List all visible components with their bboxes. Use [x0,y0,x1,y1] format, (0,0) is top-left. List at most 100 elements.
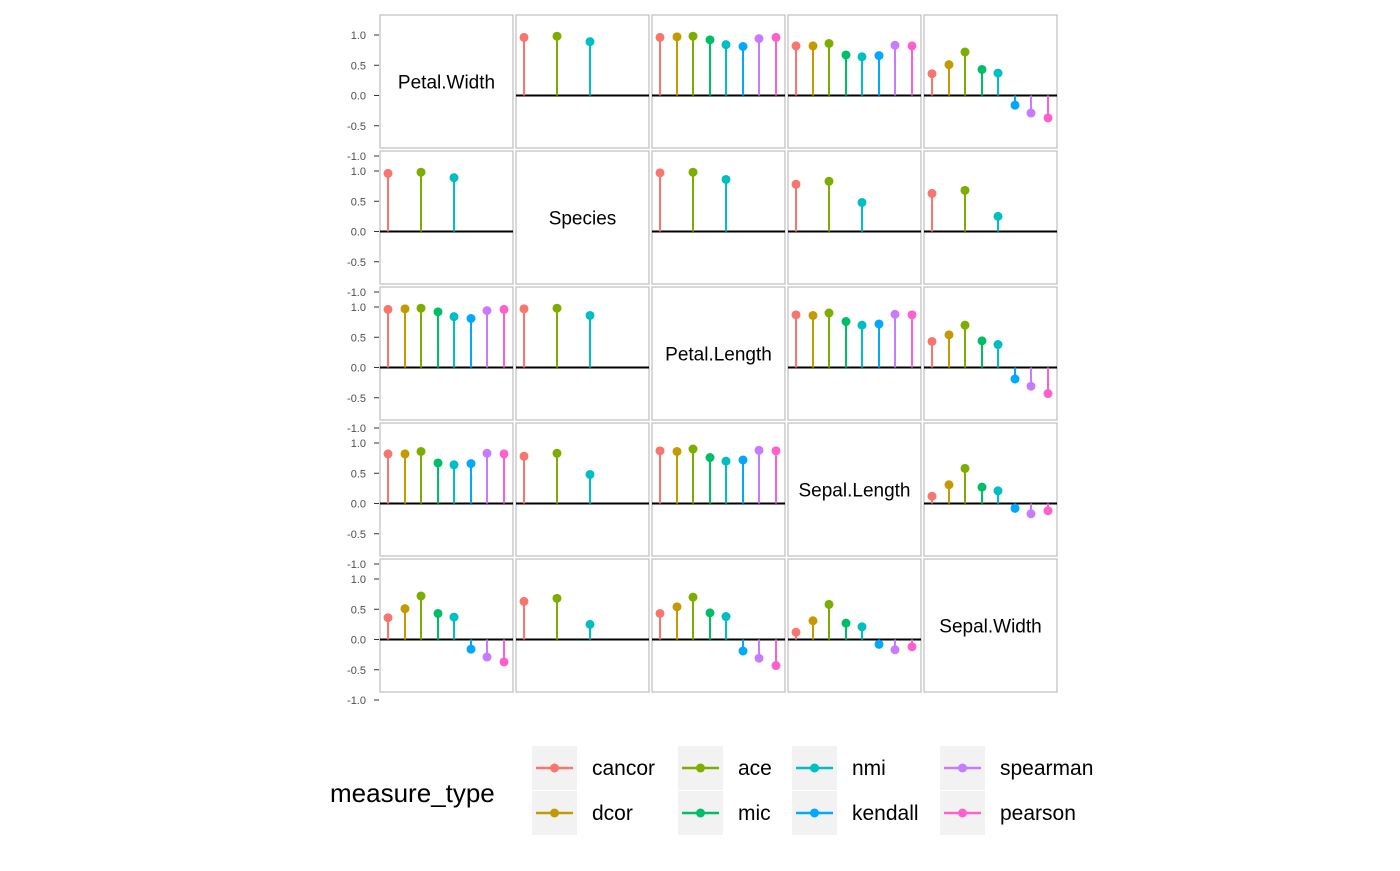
point-kendall [874,639,884,649]
point-nmi [993,211,1003,221]
point-nmi [449,612,459,622]
diagonal-label: Species [549,209,617,230]
panel-sepal-length-petal-length [651,422,786,557]
point-spearman [482,448,492,458]
point-dcor [944,330,954,340]
panel-border [923,150,1058,285]
point-ace [960,47,970,57]
point-nmi [585,310,595,320]
point-cancor [927,69,937,79]
point-dcor [808,41,818,51]
point-dcor [672,602,682,612]
point-spearman [1026,108,1036,118]
point-pearson [1043,506,1053,516]
point-dcor [400,449,410,459]
point-spearman [482,306,492,316]
panel-sepal-width-sepal-length [787,558,922,693]
panel-border [787,286,922,421]
y-tick-label: 1.0 [351,30,366,42]
y-tick-label: 0.0 [351,499,366,511]
y-tick-label: -0.5 [347,121,366,133]
legend-key-point-kendall [810,808,819,818]
legend-label-dcor: dcor [592,802,633,825]
panel-species-petal-width [379,150,514,285]
y-tick-label: 0.5 [351,196,366,208]
point-ace [552,593,562,603]
legend-label-pearson: pearson [1000,802,1076,825]
point-kendall [466,313,476,323]
panel-border [515,14,650,149]
panel-border [651,422,786,557]
point-spearman [754,653,764,663]
panel-petal-length-sepal-length [787,286,922,421]
point-cancor [791,310,801,320]
point-pearson [907,310,917,320]
point-dcor [672,32,682,42]
point-dcor [672,446,682,456]
point-nmi [721,40,731,50]
y-tick-label: -0.5 [347,665,366,677]
point-nmi [721,174,731,184]
point-pearson [771,446,781,456]
point-kendall [1010,374,1020,384]
panel-border [923,422,1058,557]
panel-border [923,14,1058,149]
point-mic [705,608,715,618]
panel-sepal-length-sepal-width [923,422,1058,557]
point-nmi [449,312,459,322]
point-cancor [791,179,801,189]
point-cancor [383,304,393,314]
point-cancor [927,491,937,501]
point-nmi [449,173,459,183]
point-mic [433,458,443,468]
panel-petal-length-petal-length: Petal.Length [651,286,786,421]
panel-border [515,558,650,693]
y-tick-label: 1.0 [351,574,366,586]
panel-petal-width-petal-length [651,14,786,149]
point-kendall [466,644,476,654]
panel-sepal-width-petal-length [651,558,786,693]
point-cancor [383,613,393,623]
y-tick-label: -1.0 [347,151,366,163]
legend-label-ace: ace [738,757,772,780]
point-mic [705,35,715,45]
panel-petal-length-petal-width [379,286,514,421]
panel-border [787,14,922,149]
point-spearman [1026,381,1036,391]
y-axis-row-2: 1.0 0.5 0.0 -0.5 -1.0 [347,166,379,299]
point-cancor [791,41,801,51]
panel-border [923,286,1058,421]
point-kendall [738,646,748,656]
point-nmi [585,469,595,479]
point-spearman [754,34,764,44]
panel-species-sepal-width [923,150,1058,285]
point-mic [433,608,443,618]
y-tick-label: 1.0 [351,438,366,450]
y-tick-label: 0.5 [351,604,366,616]
panel-species-sepal-length [787,150,922,285]
point-ace [552,31,562,41]
point-mic [841,618,851,628]
point-mic [433,307,443,317]
y-tick-label: 0.0 [351,227,366,239]
panel-petal-width-sepal-length [787,14,922,149]
y-tick-label: 0.5 [351,332,366,344]
point-ace [824,176,834,186]
point-kendall [738,41,748,51]
point-cancor [655,446,665,456]
point-spearman [890,645,900,655]
panel-border [379,286,514,421]
panel-sepal-length-petal-width [379,422,514,557]
point-nmi [993,340,1003,350]
point-cancor [519,451,529,461]
point-ace [416,591,426,601]
point-mic [977,64,987,74]
point-mic [841,317,851,327]
panel-sepal-length-sepal-length: Sepal.Length [787,422,922,557]
point-cancor [519,596,529,606]
panel-sepal-length-species [515,422,650,557]
point-ace [824,599,834,609]
y-tick-label: -1.0 [347,559,366,571]
point-ace [688,31,698,41]
